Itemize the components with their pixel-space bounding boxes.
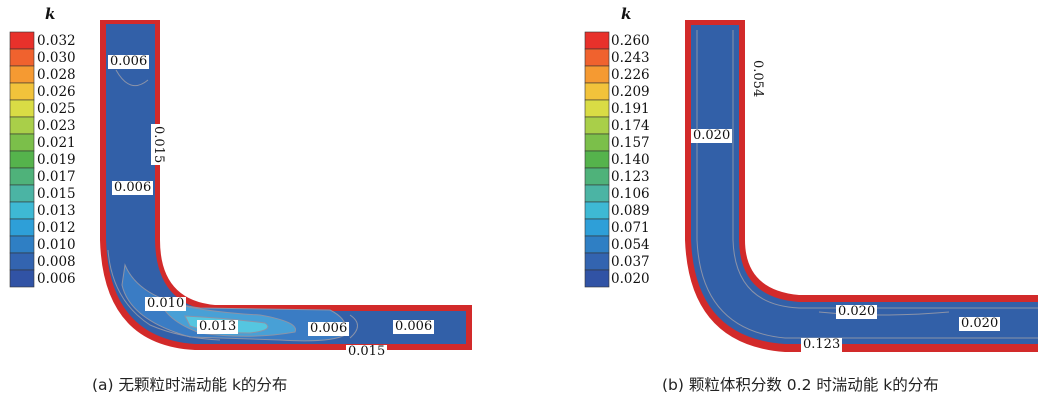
- legend-title: k: [45, 5, 56, 23]
- legend-tick: 0.140: [611, 152, 650, 168]
- legend-swatch: [584, 269, 610, 288]
- caption: (b) 颗粒体积分数 0.2 时湍动能 k的分布: [662, 376, 939, 394]
- legend-tick: 0.013: [37, 203, 76, 219]
- legend-tick: 0.017: [37, 169, 76, 185]
- legend-swatch: [584, 252, 610, 271]
- legend-swatch: [9, 48, 35, 67]
- legend-swatch: [9, 252, 35, 271]
- legend-swatch: [584, 99, 610, 118]
- legend-tick: 0.209: [611, 84, 650, 100]
- legend-tick: 0.191: [611, 101, 650, 117]
- legend-tick: 0.030: [37, 50, 76, 66]
- legend-swatch: [584, 116, 610, 135]
- color-legend: [584, 31, 610, 288]
- legend-swatch: [9, 235, 35, 254]
- legend-tick: 0.174: [611, 118, 650, 134]
- legend-title: k: [621, 5, 632, 23]
- legend-tick: 0.006: [37, 271, 76, 287]
- panel-b: k 0.260 0.243 0.226 0.209 0.191 0.174 0.…: [519, 0, 1038, 402]
- legend-tick: 0.012: [37, 220, 76, 236]
- contour-label: 0.020: [691, 128, 733, 143]
- color-legend: [9, 31, 35, 288]
- contour-label: 0.006: [393, 319, 435, 334]
- legend-swatch: [9, 99, 35, 118]
- legend-tick: 0.010: [37, 237, 76, 253]
- legend-swatch: [584, 31, 610, 50]
- legend-swatch: [584, 184, 610, 203]
- legend-tick: 0.226: [611, 67, 650, 83]
- contour-label: 0.015: [346, 344, 388, 359]
- legend-swatch: [9, 218, 35, 237]
- contour-line: [349, 314, 358, 339]
- contour-line: [115, 69, 149, 87]
- legend-swatch: [584, 48, 610, 67]
- legend-tick: 0.054: [611, 237, 650, 253]
- contour-label: 0.123: [801, 337, 843, 352]
- legend-swatch: [9, 116, 35, 135]
- contour-line: [696, 30, 1038, 339]
- legend-swatch: [584, 65, 610, 84]
- legend-swatch: [584, 235, 610, 254]
- legend-tick: 0.157: [611, 135, 650, 151]
- legend-tick: 0.015: [37, 186, 76, 202]
- legend-swatch: [9, 65, 35, 84]
- legend-tick: 0.243: [611, 50, 650, 66]
- legend-swatch: [9, 184, 35, 203]
- legend-tick: 0.260: [611, 33, 650, 49]
- legend-tick: 0.106: [611, 186, 650, 202]
- legend-swatch: [9, 201, 35, 220]
- legend-swatch: [584, 167, 610, 186]
- legend-tick: 0.123: [611, 169, 650, 185]
- contour-label: 0.020: [959, 316, 1001, 331]
- pipe-diagram-a: [9, 20, 472, 350]
- legend-tick: 0.032: [37, 33, 76, 49]
- contour-line: [107, 249, 221, 341]
- legend-tick: 0.037: [611, 254, 650, 270]
- legend-swatch: [9, 150, 35, 169]
- legend-tick: 0.025: [37, 101, 76, 117]
- legend-swatch: [584, 150, 610, 169]
- legend-tick: 0.008: [37, 254, 76, 270]
- contour-label: 0.020: [836, 304, 878, 319]
- contour-label: 0.015: [151, 124, 166, 166]
- legend-swatch: [9, 167, 35, 186]
- pipe-diagram-b: [584, 20, 1038, 352]
- legend-tick: 0.028: [37, 67, 76, 83]
- legend-tick: 0.089: [611, 203, 650, 219]
- contour-line: [818, 311, 950, 316]
- legend-tick: 0.071: [611, 220, 650, 236]
- pipe-interior: [691, 25, 1038, 344]
- legend-tick: 0.019: [37, 152, 76, 168]
- legend-swatch: [584, 133, 610, 152]
- legend-swatch: [9, 31, 35, 50]
- legend-swatch: [584, 201, 610, 220]
- caption: (a) 无颗粒时湍动能 k的分布: [92, 376, 288, 394]
- contour-label: 0.010: [145, 296, 187, 311]
- contour-label: 0.013: [197, 319, 239, 334]
- legend-tick: 0.026: [37, 84, 76, 100]
- legend-tick: 0.023: [37, 118, 76, 134]
- contour-label: 0.006: [112, 180, 154, 195]
- contour-label: 0.054: [750, 58, 765, 100]
- panel-a: k 0.032 0.030 0.028 0.026 0.025 0.023 0.…: [9, 5, 472, 394]
- legend-swatch: [9, 133, 35, 152]
- legend-swatch: [9, 82, 35, 101]
- contour-line: [732, 30, 1038, 309]
- legend-tick: 0.021: [37, 135, 76, 151]
- contour-label: 0.006: [108, 54, 150, 69]
- contour-label: 0.006: [308, 321, 350, 336]
- legend-swatch: [9, 269, 35, 288]
- legend-tick: 0.020: [611, 271, 650, 287]
- legend-swatch: [584, 218, 610, 237]
- legend-swatch: [584, 82, 610, 101]
